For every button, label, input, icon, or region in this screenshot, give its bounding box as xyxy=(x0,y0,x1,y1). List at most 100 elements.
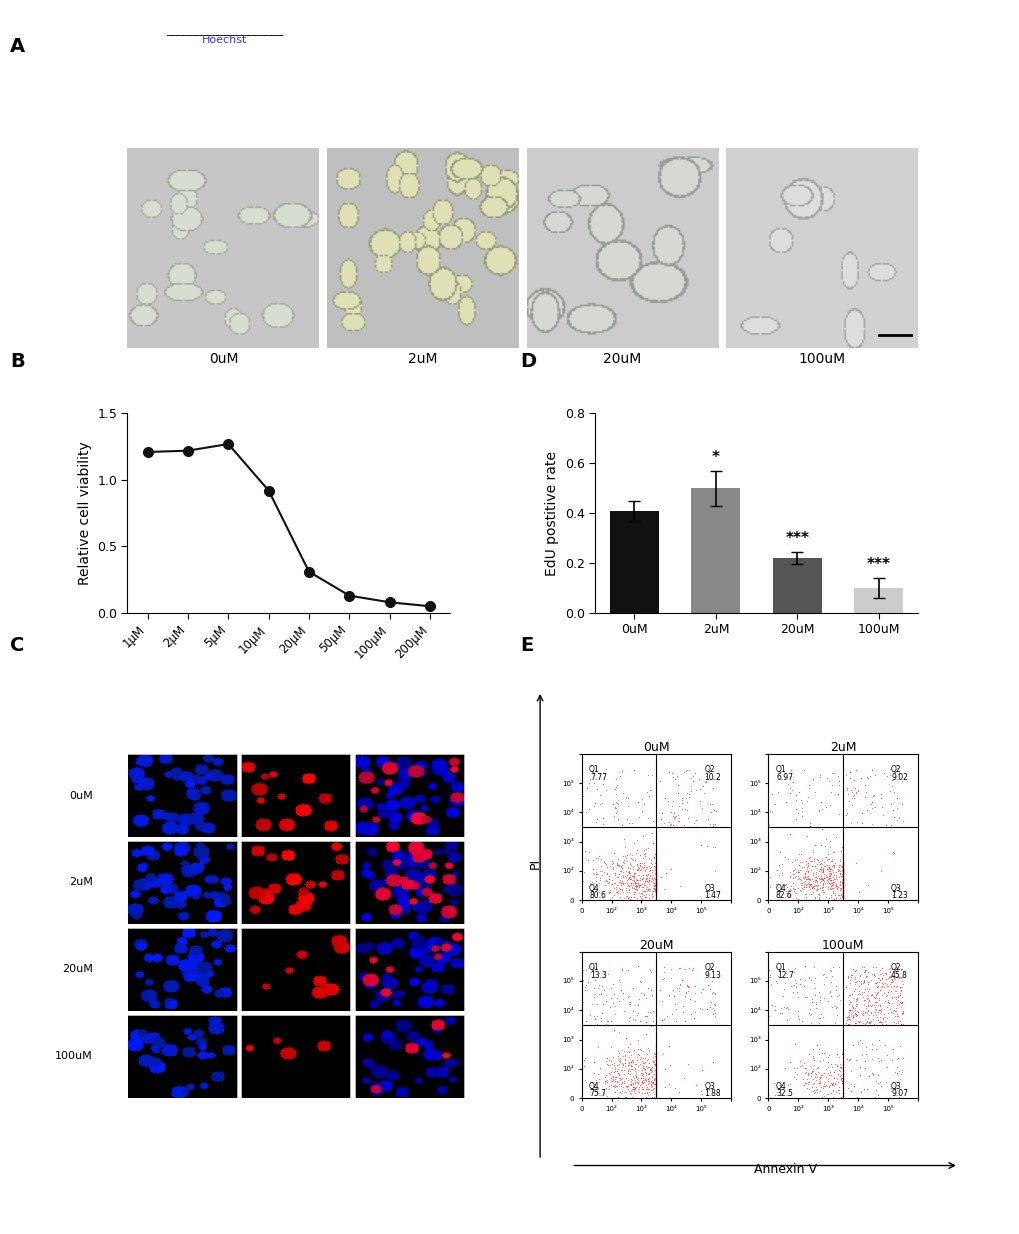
Point xyxy=(857,996,873,1016)
Point xyxy=(822,1074,839,1093)
Point xyxy=(576,976,592,996)
Point xyxy=(610,865,627,885)
Point xyxy=(627,874,643,893)
Point xyxy=(623,1083,639,1103)
Point xyxy=(805,1050,821,1070)
Point xyxy=(586,1062,602,1082)
Point xyxy=(844,786,860,806)
Point xyxy=(640,1071,656,1091)
Point xyxy=(835,877,851,897)
Point xyxy=(803,879,819,898)
Point xyxy=(675,763,691,782)
Point xyxy=(590,1072,606,1092)
Point xyxy=(835,880,851,900)
Point xyxy=(835,1048,851,1067)
Point xyxy=(835,882,851,902)
Point xyxy=(620,866,636,886)
Point xyxy=(881,793,898,813)
Point xyxy=(859,768,875,787)
Point xyxy=(835,859,851,879)
Point xyxy=(639,1056,655,1076)
Point xyxy=(834,1074,850,1093)
Point xyxy=(835,1074,851,1093)
Point xyxy=(835,1070,851,1090)
Point xyxy=(611,872,628,892)
Point xyxy=(871,1011,888,1030)
Point xyxy=(867,972,883,992)
Point xyxy=(590,882,606,902)
Point xyxy=(846,998,862,1018)
Point xyxy=(775,1059,792,1079)
Point xyxy=(887,1001,903,1021)
Point xyxy=(643,863,659,882)
Point xyxy=(701,997,717,1017)
Point xyxy=(849,1002,865,1022)
Point xyxy=(823,860,840,880)
Point xyxy=(802,851,818,871)
Point xyxy=(864,1004,880,1024)
Point xyxy=(828,1072,845,1092)
Point xyxy=(647,1064,663,1083)
Point xyxy=(592,1012,608,1032)
Point xyxy=(835,1069,851,1088)
Point xyxy=(843,787,859,807)
Point xyxy=(643,884,659,903)
Point xyxy=(828,1006,845,1025)
X-axis label: 100uM: 100uM xyxy=(798,352,845,365)
Point xyxy=(807,992,823,1012)
Point xyxy=(615,872,632,892)
Point xyxy=(619,1088,635,1108)
Point xyxy=(835,823,851,843)
Point xyxy=(871,1000,888,1019)
Point xyxy=(789,982,805,1002)
Point xyxy=(877,997,894,1017)
Point xyxy=(687,1075,703,1095)
Point xyxy=(858,1003,874,1023)
Point xyxy=(814,1043,830,1062)
Point xyxy=(647,1075,663,1095)
Point xyxy=(647,891,663,911)
Point xyxy=(856,961,872,981)
Point xyxy=(774,997,791,1017)
Point xyxy=(834,1067,850,1087)
Point xyxy=(799,1072,815,1092)
Point xyxy=(672,975,688,995)
Point xyxy=(833,880,849,900)
Point xyxy=(622,866,638,886)
Point xyxy=(635,1048,651,1067)
Point xyxy=(835,869,851,888)
Point xyxy=(610,864,627,884)
Point xyxy=(647,861,663,881)
Point xyxy=(891,1037,907,1056)
Point xyxy=(697,965,713,985)
Point xyxy=(835,885,851,905)
Point xyxy=(804,1039,820,1059)
Point xyxy=(647,1087,663,1107)
Point xyxy=(800,1072,816,1092)
Point xyxy=(822,885,839,905)
Point xyxy=(647,1085,663,1104)
Point xyxy=(817,865,834,885)
Point xyxy=(810,1074,826,1093)
Point xyxy=(819,1051,836,1071)
Point xyxy=(808,871,824,891)
Point xyxy=(704,961,720,981)
Point xyxy=(637,859,653,879)
Point xyxy=(647,1043,663,1062)
Point xyxy=(623,849,639,869)
Point xyxy=(835,1069,851,1088)
Point xyxy=(812,835,828,855)
Point xyxy=(584,872,600,892)
Text: 10.2: 10.2 xyxy=(703,772,720,782)
Point xyxy=(857,1013,873,1033)
Point xyxy=(625,868,641,887)
Point xyxy=(833,891,849,911)
Point xyxy=(826,853,843,872)
Point xyxy=(792,872,808,892)
Point xyxy=(635,1070,651,1090)
Point xyxy=(647,838,663,858)
Point xyxy=(647,876,663,896)
Point xyxy=(825,884,842,903)
Point xyxy=(706,814,722,834)
Point xyxy=(647,863,663,882)
